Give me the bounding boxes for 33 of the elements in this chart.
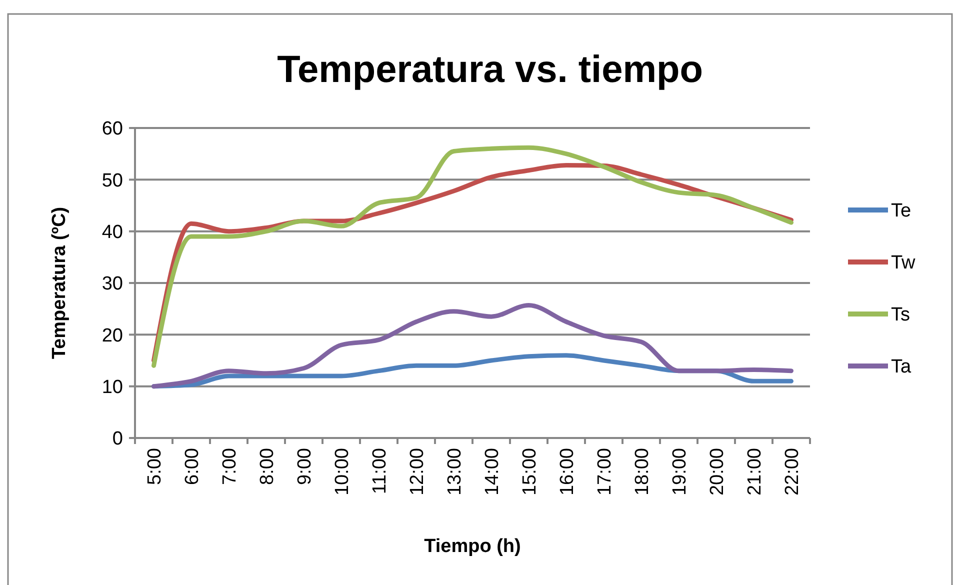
legend-label: Ts	[891, 304, 910, 326]
x-tick-label: 18:00	[632, 448, 653, 496]
y-axis-title: Temperatura (ºC)	[49, 206, 70, 360]
x-tick-label: 11:00	[369, 448, 390, 494]
x-tick-label: 10:00	[332, 448, 353, 496]
x-tick-label: 9:00	[294, 448, 316, 485]
x-tick-label: 13:00	[444, 448, 466, 496]
x-tick-label: 5:00	[144, 448, 166, 485]
legend-label: Te	[891, 200, 912, 222]
y-tick-label: 0	[112, 428, 123, 450]
chart-title: Temperatura vs. tiempo	[277, 49, 703, 91]
y-tick-label: 40	[102, 222, 123, 243]
x-tick-label: 8:00	[256, 448, 278, 485]
x-tick-label: 6:00	[182, 448, 203, 485]
x-tick-label: 12:00	[406, 448, 428, 496]
y-tick-label: 30	[102, 274, 123, 295]
x-tick-label: 16:00	[556, 448, 578, 496]
x-tick-label: 22:00	[782, 448, 803, 496]
x-axis-title: Tiempo (h)	[424, 536, 521, 557]
x-tick-label: 14:00	[482, 448, 503, 496]
line-series	[152, 302, 794, 389]
x-tick-label: 17:00	[594, 448, 616, 496]
y-tick-label: 50	[102, 170, 123, 192]
x-tick-label: 7:00	[219, 448, 240, 485]
x-tick-label: 19:00	[669, 448, 690, 496]
x-tick-label: 21:00	[744, 448, 766, 496]
y-tick-label: 20	[102, 325, 123, 346]
x-tick-label: 15:00	[519, 448, 540, 496]
y-tick-label: 10	[102, 376, 123, 398]
y-tick-label: 60	[102, 118, 123, 140]
legend-label: Tw	[891, 252, 916, 274]
legend-label: Ta	[891, 356, 912, 378]
x-tick-label: 20:00	[706, 448, 728, 496]
